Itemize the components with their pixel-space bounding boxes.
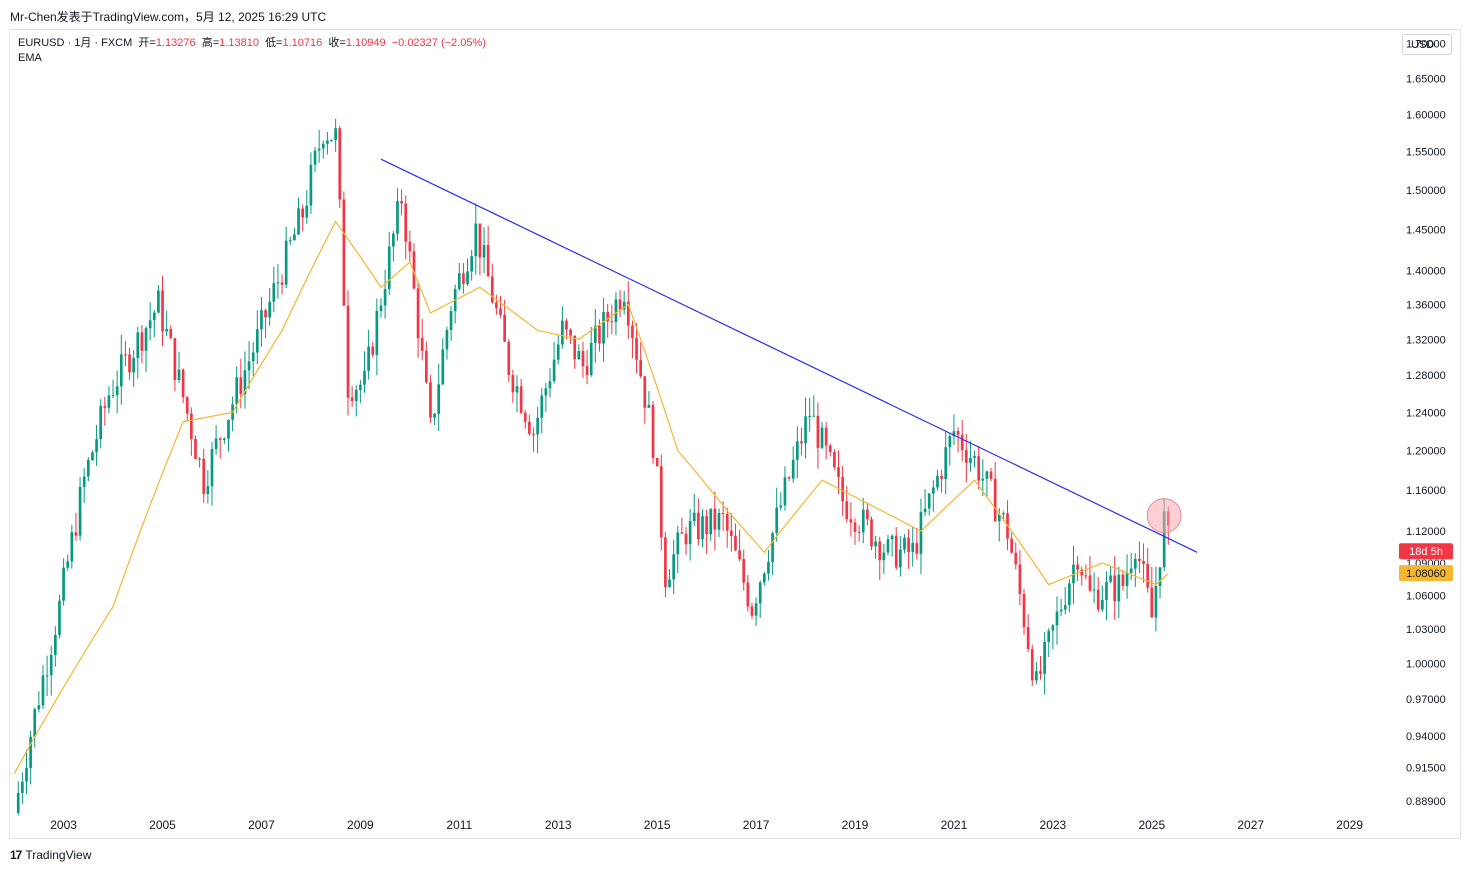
- chart-frame: [9, 29, 1461, 839]
- symbol-info[interactable]: EURUSD · 1月 · FXCM: [18, 37, 133, 49]
- publisher-line: Mr-Chen发表于TradingView.com，5月 12, 2025 16…: [10, 10, 327, 24]
- low-label: 低=: [265, 37, 283, 49]
- open-label: 开=: [138, 37, 156, 49]
- currency-button[interactable]: USD: [1402, 34, 1452, 55]
- indicator-ema-label[interactable]: EMA: [18, 52, 42, 64]
- close-value: 1.10949: [345, 37, 386, 49]
- close-label: 收=: [328, 37, 346, 49]
- high-value: 1.13810: [219, 37, 259, 49]
- tradingview-logo-icon: 17: [10, 848, 22, 862]
- footer-branding: 17 TradingView: [10, 848, 91, 862]
- ohlc-line: EURUSD · 1月 · FXCM 开=1.13276 高=1.13810 低…: [18, 36, 486, 51]
- chart-legend: EURUSD · 1月 · FXCM 开=1.13276 高=1.13810 低…: [18, 36, 486, 66]
- low-value: 1.10716: [282, 37, 323, 49]
- open-value: 1.13276: [155, 37, 196, 49]
- change-value: −0.02327 (−2.05%): [391, 37, 486, 49]
- high-label: 高=: [201, 37, 220, 49]
- brand-name: TradingView: [25, 848, 92, 862]
